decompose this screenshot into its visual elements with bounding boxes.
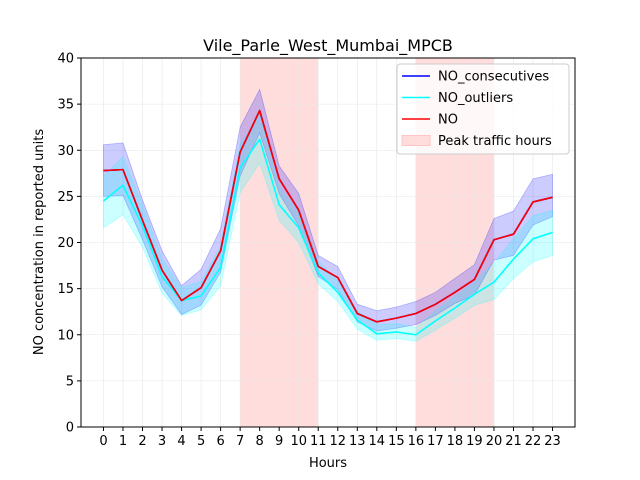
y-tick-label-15: 15 [57,282,74,297]
y-axis-title: NO concentration in reported units [32,129,47,356]
x-tick-label-21: 21 [505,434,522,449]
legend-label-no-outliers: NO_outliers [438,91,513,106]
x-tick-label-11: 11 [310,434,327,449]
legend-label-no-consecutives: NO_consecutives [438,70,549,85]
x-tick-label-7: 7 [236,434,244,449]
x-tick-label-17: 17 [427,434,444,449]
series-line-no [103,109,553,323]
y-tick-label-35: 35 [57,98,74,113]
x-tick-label-18: 18 [447,434,464,449]
x-tick-label-8: 8 [256,434,264,449]
x-tick-label-3: 3 [158,434,166,449]
x-tick-label-4: 4 [177,434,185,449]
x-tick-label-10: 10 [290,434,307,449]
x-tick-label-13: 13 [349,434,366,449]
legend-box [396,63,570,155]
legend-swatch-peak-traffic-hours [401,135,431,146]
x-tick-label-14: 14 [369,434,386,449]
x-tick-label-22: 22 [525,434,542,449]
x-tick-label-12: 12 [329,434,346,449]
x-tick-label-0: 0 [99,434,107,449]
x-tick-label-9: 9 [275,434,283,449]
legend-label-no: NO [438,113,458,128]
y-tick-label-10: 10 [57,328,74,343]
y-tick-label-40: 40 [57,52,74,67]
x-tick-label-6: 6 [216,434,224,449]
confidence-band-no-outliers [103,113,553,342]
y-tick-label-20: 20 [57,236,74,251]
chart-title: Vile_Parle_West_Mumbai_MPCB [203,36,453,56]
x-tick-label-23: 23 [544,434,561,449]
x-axis-title: Hours [309,456,347,471]
confidence-band-no-consecutives [103,88,553,332]
y-tick-label-5: 5 [66,374,74,389]
legend: NO_consecutives NO_outliers NO Peak traffic… [396,63,570,155]
y-tick-label-0: 0 [66,421,74,436]
x-tick-label-5: 5 [197,434,205,449]
x-tick-label-1: 1 [119,434,127,449]
x-tick-label-2: 2 [138,434,146,449]
x-tick-label-19: 19 [466,434,483,449]
x-tick-label-16: 16 [408,434,425,449]
x-tick-label-20: 20 [486,434,503,449]
x-tick-label-15: 15 [388,434,405,449]
y-tick-label-30: 30 [57,144,74,159]
legend-label-peak-traffic-hours: Peak traffic hours [438,134,552,149]
y-tick-label-25: 25 [57,190,74,205]
plot-area: 0 1 2 3 4 5 6 7 8 9 10 11 12 13 14 15 16 17 18 19 20 21 22 2305… [57,52,576,449]
